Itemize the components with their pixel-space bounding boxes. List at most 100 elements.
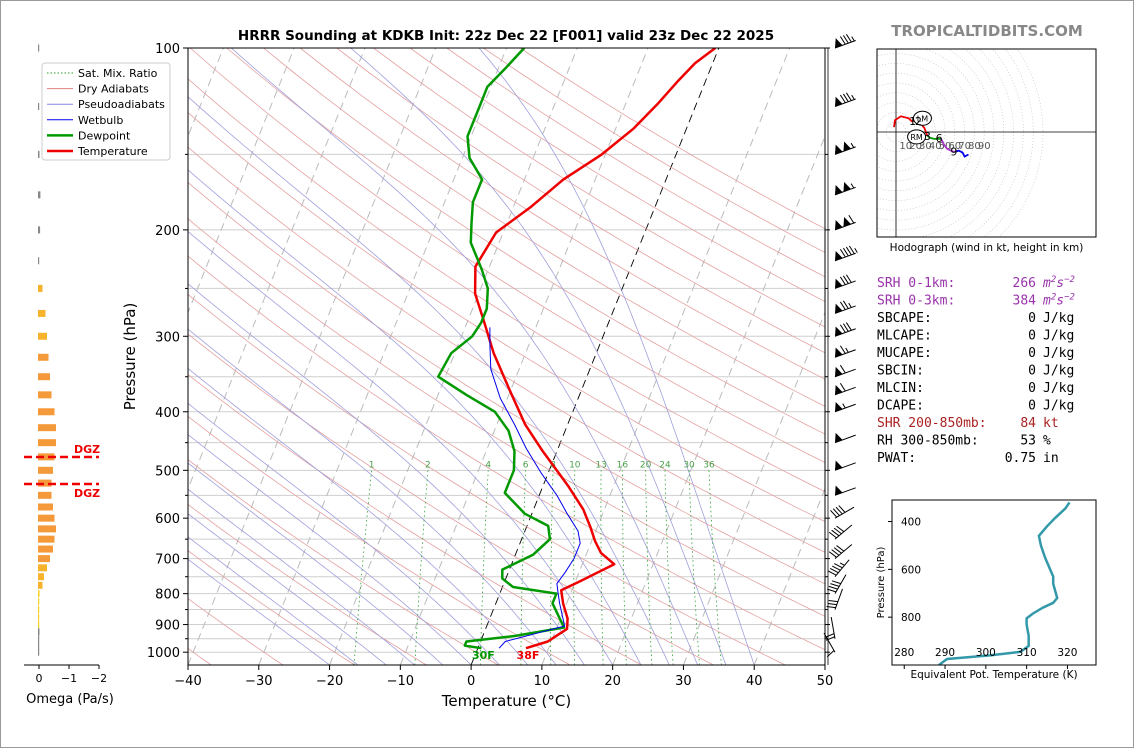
dry-adiabat [188, 112, 825, 523]
y-tick-label: 900 [155, 619, 180, 634]
pseudoadiabat [188, 96, 670, 665]
barb-staff [834, 588, 843, 610]
series-temperature-line [473, 48, 717, 650]
omega-bar [38, 491, 52, 499]
stat-unit-sup2: −2 [1064, 275, 1075, 285]
stat-unit: J/kg [1043, 311, 1074, 326]
barb-full [839, 36, 846, 45]
hodo-height-label: 2 [915, 115, 922, 128]
legend-label: Dewpoint [78, 129, 131, 142]
dry-adiabat [188, 181, 825, 585]
barb-flag [835, 401, 843, 412]
barb-full [845, 92, 852, 101]
stat-label: MLCAPE: [877, 329, 932, 344]
omega-bar [38, 191, 41, 199]
omega-bar [38, 466, 53, 474]
thetae-y-tick-label: 800 [901, 612, 921, 624]
stat-label: SHR 200-850mb: [877, 416, 987, 431]
barb-flag [843, 181, 851, 192]
thetae-x-tick-label: 300 [976, 647, 996, 659]
stat-value: 0.75 [1005, 451, 1036, 466]
barb-full [842, 275, 849, 284]
wind-barb [827, 559, 850, 578]
barb-full [845, 246, 852, 256]
barb-full [830, 510, 838, 518]
wind-barb [834, 245, 858, 262]
barb-staff [834, 544, 853, 559]
isotherm-line [188, 48, 366, 491]
stat-unit: % [1043, 434, 1051, 449]
omega-bar [38, 648, 40, 656]
hodo-caption: Hodograph (wind in kt, height in km) [890, 242, 1084, 254]
barb-staff [834, 368, 856, 378]
wind-barb [828, 544, 853, 559]
mixing-ratio-label: 16 [617, 460, 629, 470]
barb-half [850, 183, 855, 189]
pseudoadiabat [188, 488, 415, 665]
hodo-series-line [940, 138, 956, 153]
omega-bar [38, 635, 40, 643]
barb-full [839, 301, 846, 310]
stat-value: 266 [1013, 276, 1036, 291]
stat-value: 384 [1013, 294, 1037, 309]
thetae-y-label: Pressure (hPa) [876, 547, 887, 619]
hodo-series-line [926, 135, 942, 140]
watermark: TROPICALTIDBITS.COM [891, 22, 1083, 40]
stat-unit: m2s−2 [1042, 275, 1075, 291]
wind-barb [828, 524, 853, 540]
omega-bar [38, 503, 53, 511]
pseudoadiabat [231, 48, 698, 665]
barb-full [833, 527, 842, 535]
hodo-marker-label: RM [910, 133, 923, 142]
barb-flag [843, 216, 851, 227]
theta-e-chart: 280 290 300 310 320 400 600 800 Equivalent Pot. … [876, 499, 1097, 681]
omega-bar [38, 514, 55, 522]
legend: Sat. Mix. Ratio Dry Adiabats Pseudoadiabat… [41, 62, 171, 161]
thetae-x-tick-label: 310 [1017, 647, 1037, 659]
stat-value: 0 [1028, 311, 1036, 326]
barb-flag [835, 485, 843, 496]
stat-unit: in [1043, 451, 1059, 466]
barb-full [842, 35, 849, 44]
barb-full [835, 506, 843, 515]
mixing-ratio-line [621, 470, 627, 665]
y-tick-label: 500 [155, 464, 180, 479]
barb-full [839, 248, 846, 258]
omega-bar [38, 257, 40, 265]
skew-frame [187, 47, 826, 666]
barb-full [828, 531, 837, 539]
stat-unit: J/kg [1043, 329, 1074, 344]
omega-bar [38, 581, 43, 589]
hodo-marker-label: LM [917, 114, 928, 123]
isotherm-line [753, 487, 825, 665]
omega-bar [38, 309, 46, 317]
dry-adiabat [188, 374, 642, 665]
wind-barb [834, 92, 856, 108]
omega-bar [38, 545, 53, 553]
barb-full [839, 383, 846, 392]
thetae-x-tick-label: 290 [935, 647, 955, 659]
barb-flag [835, 38, 843, 48]
omega-bar [38, 453, 55, 461]
dry-adiabat [226, 48, 825, 435]
dry-adiabat [188, 255, 825, 651]
wind-barb [834, 401, 856, 413]
stat-value: 53 [1020, 434, 1036, 449]
barb-half [854, 248, 858, 253]
hodo-ring-label: 80 [968, 141, 981, 152]
wind-barb [834, 485, 856, 496]
y-tick-label: 700 [155, 553, 180, 568]
barb-full [839, 364, 846, 374]
pseudoadiabat [188, 462, 444, 665]
barb-half [848, 302, 852, 308]
stat-unit-sup1: 2 [1051, 275, 1056, 285]
barb-full [839, 324, 846, 333]
barb-full [826, 605, 836, 609]
stat-label: SRH 0-1km: [877, 276, 955, 291]
isotherm-line [0, 48, 11, 665]
x-axis-label: Temperature (°C) [441, 692, 571, 710]
barb-full [845, 274, 852, 283]
wind-barb [834, 300, 856, 314]
dry-adiabat [188, 78, 825, 493]
